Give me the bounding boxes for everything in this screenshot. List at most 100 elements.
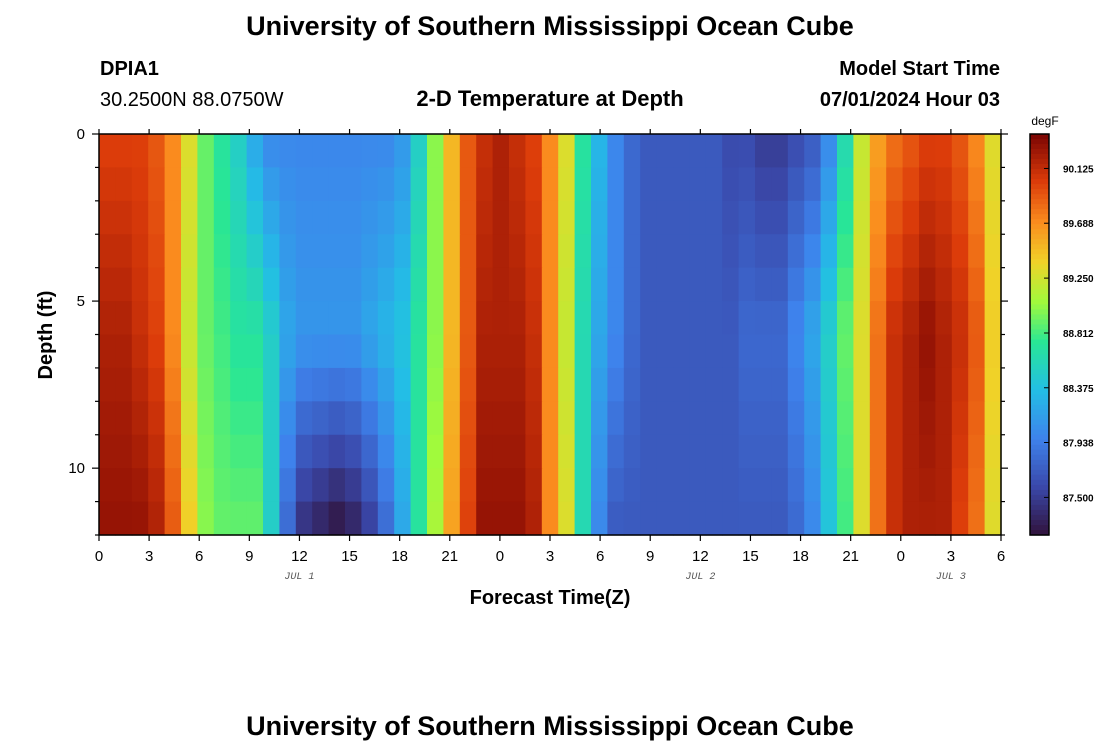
heatmap-cell	[394, 234, 412, 269]
heatmap-cell	[328, 367, 346, 402]
colorbar-segment	[1030, 369, 1049, 376]
heatmap-cell	[558, 301, 576, 336]
heatmap-cell	[558, 434, 576, 469]
heatmap-cell	[558, 334, 576, 369]
heatmap-cell	[705, 468, 723, 503]
heatmap-cell	[99, 468, 116, 503]
heatmap-cell	[656, 501, 674, 536]
heatmap-cell	[377, 367, 395, 402]
colorbar-segment	[1030, 229, 1049, 235]
heatmap-cell	[623, 200, 641, 235]
heatmap-cell	[968, 434, 986, 469]
heatmap-cell	[115, 401, 133, 436]
heatmap-cell	[328, 267, 346, 302]
heatmap-cell	[230, 267, 248, 302]
heatmap-cell	[230, 134, 248, 169]
heatmap-cell	[574, 234, 592, 269]
heatmap-cell	[230, 167, 248, 202]
heatmap-cell	[115, 434, 133, 469]
heatmap-cell	[787, 501, 805, 536]
heatmap-cell	[131, 401, 149, 436]
x-axis-ticks: 0 3 6 9 12 15 18 21 0 3 6 9 12 15 18 21 0 3 6	[95, 129, 1005, 565]
heatmap-cell	[968, 301, 986, 336]
colorbar-segment	[1030, 309, 1049, 316]
heatmap-cell	[968, 468, 986, 503]
heatmap-cell	[476, 301, 494, 336]
heatmap-cell	[591, 501, 608, 536]
heatmap-cell	[755, 267, 772, 302]
colorbar-segment	[1030, 529, 1049, 536]
heatmap-cell	[705, 434, 723, 469]
heatmap-cell	[623, 234, 641, 269]
heatmap-cell	[558, 234, 576, 269]
page-title: University of Southern Mississippi Ocean…	[246, 11, 854, 41]
heatmap-cell	[148, 501, 166, 536]
heatmap-cell	[919, 334, 936, 369]
colorbar-segment	[1030, 339, 1049, 346]
heatmap-cell	[689, 301, 707, 336]
heatmap-cell	[377, 234, 395, 269]
heatmap-cell	[394, 468, 412, 503]
y-tick-label: 10	[68, 460, 85, 477]
heatmap-cell	[345, 200, 362, 235]
heatmap-cell	[689, 367, 707, 402]
heatmap-cell	[427, 134, 444, 169]
heatmap-cell	[328, 134, 346, 169]
heatmap-cell	[148, 267, 166, 302]
colorbar-segment	[1030, 334, 1049, 341]
x-tick-label: 12	[291, 548, 308, 565]
heatmap-cell	[820, 501, 838, 536]
heatmap-cell	[623, 434, 641, 469]
heatmap-cell	[755, 334, 772, 369]
heatmap-cell	[246, 267, 264, 302]
heatmap-cell	[148, 234, 166, 269]
heatmap-cell	[181, 234, 198, 269]
heatmap-cell	[312, 367, 330, 402]
heatmap-cell	[656, 167, 674, 202]
heatmap-cell	[345, 501, 362, 536]
heatmap-cell	[869, 167, 887, 202]
heatmap-cell	[509, 334, 526, 369]
heatmap-cell	[131, 468, 149, 503]
colorbar-segment	[1030, 299, 1049, 306]
heatmap-cell	[755, 200, 772, 235]
x-tick-label: 9	[646, 548, 654, 565]
heatmap-cell	[574, 501, 592, 536]
heatmap-cell	[787, 234, 805, 269]
heatmap-cell	[99, 234, 116, 269]
heatmap-cell	[853, 301, 871, 336]
heatmap-cell	[804, 468, 822, 503]
heatmap-cell	[181, 134, 198, 169]
heatmap-cell	[476, 234, 494, 269]
heatmap-cell	[525, 401, 543, 436]
heatmap-cell	[820, 200, 838, 235]
heatmap-cell	[656, 401, 674, 436]
heatmap-cell	[394, 334, 412, 369]
heatmap-cell	[541, 334, 559, 369]
heatmap-cell	[476, 167, 494, 202]
heatmap-cell	[328, 200, 346, 235]
colorbar-segment	[1030, 454, 1049, 461]
x-tick-label: 0	[95, 548, 103, 565]
colorbar-segment	[1030, 464, 1049, 471]
date-labels: JUL 1 JUL 2 JUL 3	[284, 572, 965, 583]
heatmap-cell	[689, 267, 707, 302]
heatmap-cell	[394, 401, 412, 436]
heatmap-cell	[623, 501, 641, 536]
colorbar-segment	[1030, 269, 1049, 275]
heatmap-cell	[968, 501, 986, 536]
heatmap-cell	[410, 167, 428, 202]
heatmap-cell	[558, 134, 576, 169]
heatmap-cell	[755, 501, 772, 536]
heatmap-cell	[886, 334, 904, 369]
heatmap-cell	[328, 401, 346, 436]
colorbar-segment	[1030, 189, 1049, 195]
heatmap-cell	[591, 468, 608, 503]
heatmap-cell	[279, 334, 297, 369]
heatmap-cell	[771, 401, 789, 436]
heatmap-cell	[197, 334, 215, 369]
heatmap-cell	[213, 134, 231, 169]
heatmap-cell	[804, 401, 822, 436]
heatmap-cell	[935, 167, 953, 202]
heatmap-cell	[869, 267, 887, 302]
